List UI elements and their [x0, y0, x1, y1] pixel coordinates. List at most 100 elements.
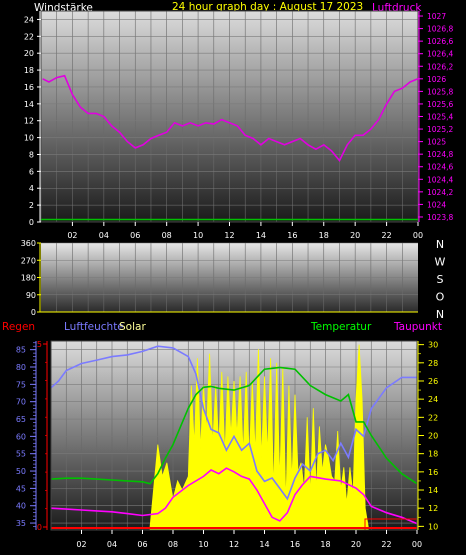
compass-letter: W — [435, 256, 446, 269]
x-tick-label: 00 — [412, 540, 422, 549]
pressure-line — [42, 74, 419, 162]
wind-tick-label: 2 — [29, 201, 34, 210]
humidity-tick-label: 50 — [16, 467, 26, 476]
pressure-tick-label: 1023,8 — [427, 213, 453, 222]
humidity-tick-label: 80 — [16, 363, 26, 372]
pressure-tick-label: 1024 — [427, 200, 446, 209]
temp-tick-label: 10 — [428, 522, 438, 531]
x-tick-label: 02 — [67, 231, 77, 240]
temp-tick-label: 14 — [428, 486, 438, 495]
wind-tick-label: 18 — [24, 66, 34, 75]
pressure-tick-label: 1026 — [427, 75, 446, 84]
wind-tick-label: 10 — [24, 134, 34, 143]
humidity-tick-label: 40 — [16, 502, 26, 511]
x-tick-label: 10 — [193, 231, 203, 240]
wind-tick-label: 6 — [29, 167, 34, 176]
x-tick-label: 00 — [413, 231, 423, 240]
panel1-grid — [41, 11, 418, 223]
humidity-tick-label: 65 — [16, 415, 26, 424]
x-tick-label: 20 — [350, 231, 360, 240]
pressure-tick-label: 1026,6 — [427, 37, 453, 46]
compass-letter: N — [436, 308, 444, 321]
wind-tick-label: 14 — [24, 100, 34, 109]
pressure-tick-label: 1025,2 — [427, 125, 453, 134]
direction-tick-label: 0 — [31, 308, 36, 317]
wind-tick-label: 16 — [24, 83, 34, 92]
solar-area — [149, 344, 369, 531]
humidity-tick-label: 45 — [16, 484, 26, 493]
humidity-tick-label: 55 — [16, 450, 26, 459]
dewpoint-line — [50, 467, 418, 525]
temp-tick-label: 30 — [428, 341, 438, 350]
x-tick-label: 16 — [290, 540, 300, 549]
humidity-tick-label: 85 — [16, 346, 26, 355]
panel1-x-axis: 02 04 06 08 10 12 14 16 18 20 22 00 — [67, 222, 423, 240]
x-tick-label: 08 — [162, 231, 172, 240]
x-tick-label: 06 — [137, 540, 147, 549]
wind-tick-label: 20 — [24, 49, 34, 58]
wind-tick-label: 0 — [29, 218, 34, 227]
pressure-tick-label: 1026,2 — [427, 62, 453, 71]
x-tick-label: 04 — [99, 231, 109, 240]
temperature-axis: 10 12 14 16 18 20 22 24 26 28 30 — [417, 341, 438, 531]
pressure-tick-label: 1026,4 — [427, 50, 453, 59]
pressure-tick-label: 1025,6 — [427, 100, 453, 109]
wind-tick-label: 4 — [29, 184, 34, 193]
rain-axis: 05 — [37, 340, 48, 532]
x-tick-label: 20 — [351, 540, 361, 549]
panel3-series — [50, 345, 418, 529]
x-tick-label: 22 — [381, 540, 391, 549]
direction-tick-label: 90 — [26, 291, 36, 300]
compass-letter: O — [436, 291, 445, 304]
direction-tick-label: 360 — [21, 239, 36, 248]
pressure-tick-label: 1027 — [427, 12, 446, 21]
x-tick-label: 08 — [168, 540, 178, 549]
temperature-label: Temperatur — [310, 321, 372, 333]
pressure-tick-label: 1024,6 — [427, 163, 453, 172]
wind-tick-label: 8 — [29, 150, 34, 159]
humidity-tick-label: 75 — [16, 380, 26, 389]
pressure-tick-label: 1025,8 — [427, 87, 453, 96]
x-tick-label: 14 — [256, 231, 266, 240]
dewpoint-label: Taupunkt — [393, 321, 442, 333]
temp-tick-label: 18 — [428, 450, 438, 459]
x-tick-label: 22 — [381, 231, 391, 240]
temp-tick-label: 28 — [428, 359, 438, 368]
x-tick-label: 18 — [320, 540, 330, 549]
solar-area-path — [149, 344, 369, 531]
direction-axis: 0 90 180 270 360 — [21, 239, 418, 317]
wind-tick-label: 22 — [24, 32, 34, 41]
x-tick-label: 12 — [224, 231, 234, 240]
wind-tick-label: 12 — [24, 117, 34, 126]
panel1-series — [41, 74, 419, 221]
temp-tick-label: 24 — [428, 395, 438, 404]
temp-tick-label: 22 — [428, 413, 438, 422]
temperature-line — [50, 366, 418, 485]
x-tick-label: 16 — [287, 231, 297, 240]
humidity-label: Luftfeuchte — [64, 321, 124, 333]
temp-tick-label: 20 — [428, 432, 438, 441]
x-tick-label: 10 — [198, 540, 208, 549]
rain-tick-label: 0 — [37, 523, 42, 532]
x-tick-label: 14 — [259, 540, 269, 549]
x-tick-label: 12 — [229, 540, 239, 549]
chart-title: 24 hour graph day : August 17 2023 — [172, 1, 363, 13]
x-tick-label: 04 — [107, 540, 117, 549]
wind-tick-label: 24 — [24, 15, 34, 24]
pressure-tick-label: 1025,4 — [427, 113, 453, 122]
x-tick-label: 06 — [130, 231, 140, 240]
x-tick-label: 02 — [76, 540, 86, 549]
rain-tick-label: 5 — [37, 340, 42, 349]
panel2-grid — [41, 242, 418, 313]
pressure-tick-label: 1024,8 — [427, 150, 453, 159]
temp-tick-label: 16 — [428, 468, 438, 477]
temp-tick-label: 12 — [428, 504, 438, 513]
compass-letter: S — [437, 273, 444, 286]
pressure-tick-label: 1024,2 — [427, 188, 453, 197]
